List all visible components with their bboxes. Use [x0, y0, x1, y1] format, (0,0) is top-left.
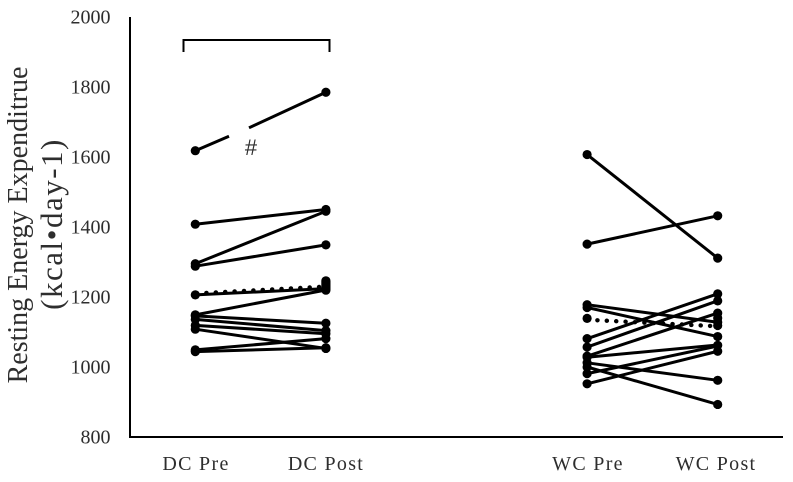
- svg-text:#: #: [245, 135, 258, 160]
- svg-text:1200: 1200: [71, 287, 111, 309]
- svg-text:1600: 1600: [71, 147, 111, 169]
- svg-text:DC Post: DC Post: [288, 453, 364, 475]
- svg-text:DC Pre: DC Pre: [162, 453, 229, 475]
- svg-text:WC Post: WC Post: [676, 453, 757, 475]
- svg-text:800: 800: [81, 427, 111, 449]
- svg-text:1400: 1400: [71, 217, 111, 239]
- svg-text:1000: 1000: [71, 357, 111, 379]
- svg-text:WC Pre: WC Pre: [552, 453, 624, 475]
- svg-text:Resting Energy Expenditrue: Resting Energy Expenditrue: [3, 67, 34, 384]
- svg-text:(kcal•day-1): (kcal•day-1): [34, 138, 69, 310]
- svg-text:2000: 2000: [71, 7, 111, 29]
- svg-text:1800: 1800: [71, 77, 111, 99]
